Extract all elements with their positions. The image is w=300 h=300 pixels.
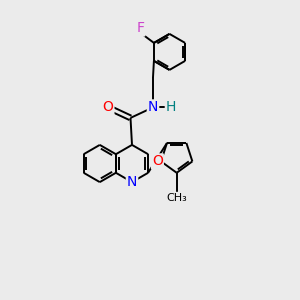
- Text: H: H: [166, 100, 176, 114]
- Text: O: O: [103, 100, 113, 114]
- Text: F: F: [136, 22, 144, 35]
- Text: N: N: [148, 100, 158, 114]
- Text: CH₃: CH₃: [166, 193, 187, 203]
- Text: N: N: [127, 175, 137, 189]
- Text: O: O: [152, 154, 163, 168]
